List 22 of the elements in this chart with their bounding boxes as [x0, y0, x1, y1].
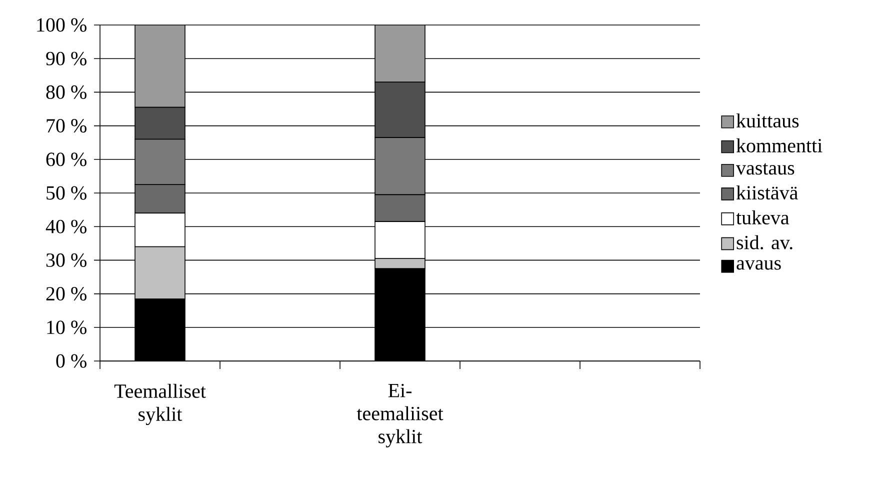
legend-label: kuittaus [736, 113, 799, 128]
y-tick-label: 0 % [56, 354, 86, 368]
legend-label: vastaus [736, 163, 794, 175]
y-tick-label: 80 % [46, 85, 86, 99]
y-tick-label: 70 % [46, 119, 86, 133]
bar [134, 25, 186, 108]
legend-label: avaus [736, 260, 781, 270]
y-tick-label: 60 % [46, 152, 86, 166]
y-tick-label: 10 % [47, 320, 86, 334]
y-tick-label: 50 % [46, 186, 86, 200]
y-tick-label: 90 % [46, 52, 86, 66]
x-tick-label: Ei-teemaliiset syklit [356, 384, 444, 448]
legend-label: kiistävä [736, 185, 798, 200]
y-tick-label: 30 % [46, 253, 86, 267]
legend-label: kommentti [736, 138, 822, 152]
legend-label: sid. av. [736, 235, 792, 250]
x-tick-label: Teemalliset syklit [114, 384, 206, 426]
y-tick-label: 20 % [46, 287, 86, 301]
y-tick-label: 100 % [37, 18, 86, 32]
bar [374, 25, 426, 83]
legend-label: tukeva [736, 210, 790, 224]
y-tick-label: 40 % [46, 220, 86, 234]
